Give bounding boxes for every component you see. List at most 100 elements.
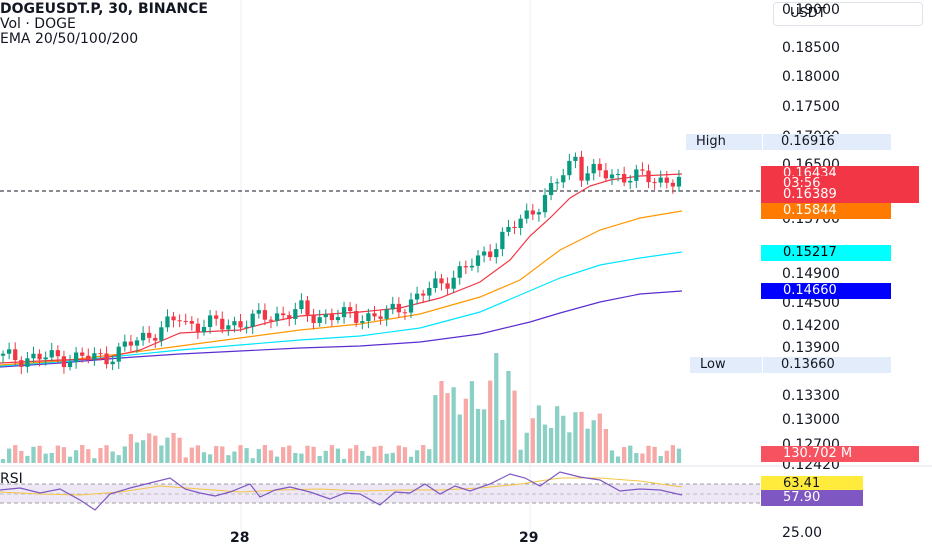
- candle-body: [573, 156, 578, 161]
- volume-bars: [0, 353, 682, 463]
- candle-body: [134, 340, 140, 346]
- volume-bar: [214, 446, 219, 463]
- ema100-tag: 0.15217: [761, 245, 891, 261]
- candle-body: [427, 288, 432, 296]
- candle-body: [530, 210, 535, 215]
- volume-bar: [134, 442, 140, 463]
- ema-legend[interactable]: EMA 20/50/100/200: [0, 31, 139, 47]
- volume-bar: [19, 450, 24, 463]
- candle-body: [159, 327, 164, 341]
- candle-body: [214, 315, 219, 319]
- currency-button[interactable]: USDT: [773, 2, 923, 26]
- volume-bar: [354, 445, 359, 463]
- time-label-29: 29: [519, 530, 539, 546]
- volume-bar: [439, 381, 444, 463]
- volume-bar: [305, 445, 310, 463]
- volume-bar: [128, 434, 134, 463]
- volume-bar: [646, 445, 651, 463]
- candle-body: [183, 320, 188, 322]
- volume-bar: [73, 450, 79, 463]
- candle-body: [591, 163, 596, 174]
- rsi-legend[interactable]: RSI: [0, 471, 23, 487]
- candle-body: [481, 251, 487, 256]
- volume-bar: [585, 428, 590, 463]
- candle-body: [73, 352, 79, 363]
- candle-body: [488, 251, 493, 258]
- volume-bar: [67, 456, 73, 463]
- candle-body: [652, 182, 657, 184]
- candle-body: [414, 293, 420, 300]
- price-axis-label: 0.14500: [782, 295, 840, 311]
- chart-legend: DOGEUSDT.P, 30, BINANCE Vol · DOGE EMA 2…: [0, 2, 208, 47]
- volume-bar: [676, 448, 682, 463]
- volume-bar: [232, 451, 237, 463]
- candle-body: [67, 362, 73, 368]
- volume-bar: [494, 353, 499, 463]
- candle-body: [98, 353, 103, 355]
- volume-bar: [335, 448, 341, 463]
- volume-bar: [591, 420, 596, 463]
- volume-bar: [281, 447, 286, 463]
- price-axis-label: 0.19000: [782, 2, 840, 18]
- volume-bar: [171, 433, 176, 463]
- volume-bar: [536, 405, 542, 463]
- volume-bar: [262, 445, 268, 463]
- volume-bar: [323, 450, 328, 463]
- candle-body: [348, 307, 353, 312]
- candle-body: [274, 313, 280, 321]
- volume-bar: [13, 445, 18, 463]
- candle-body: [329, 314, 334, 321]
- symbol-title[interactable]: DOGEUSDT.P, 30, BINANCE: [0, 1, 208, 17]
- volume-bar: [43, 453, 48, 463]
- volume-bar: [31, 446, 36, 463]
- volume-bar: [408, 456, 414, 463]
- ema20-line: [0, 173, 683, 364]
- volume-bar: [238, 445, 243, 463]
- candle-body: [171, 316, 176, 321]
- volume-bar: [457, 414, 462, 463]
- candle-body: [664, 177, 669, 183]
- volume-bar: [402, 447, 408, 463]
- volume-bar: [427, 449, 432, 463]
- candle-body: [281, 313, 286, 316]
- price-axis-label: 0.14200: [782, 318, 840, 334]
- candle-body: [676, 176, 682, 187]
- candle-body: [220, 318, 225, 330]
- price-axis-label: 0.18000: [782, 69, 840, 85]
- candle-body: [366, 313, 371, 322]
- candle-body: [439, 278, 444, 284]
- candle-body: [384, 309, 389, 319]
- candle-body: [207, 315, 213, 328]
- candle-body: [335, 317, 341, 321]
- candle-body: [372, 313, 377, 317]
- volume-bar: [622, 447, 627, 463]
- candle-body: [49, 350, 54, 358]
- volume-bar: [664, 450, 669, 463]
- volume-bar: [147, 433, 152, 463]
- candle-body: [201, 327, 207, 333]
- price-axis-label: 0.14900: [782, 266, 840, 282]
- volume-legend[interactable]: Vol · DOGE: [0, 16, 76, 32]
- candle-body: [548, 183, 554, 196]
- candle-body: [189, 321, 194, 324]
- volume-bar: [421, 445, 426, 463]
- volume-bar: [116, 455, 121, 463]
- candle-body: [524, 210, 529, 219]
- volume-bar: [7, 448, 12, 463]
- ema100-line: [0, 251, 683, 367]
- volume-bar: [518, 449, 523, 463]
- volume-bar: [475, 408, 481, 463]
- ema200-line: [0, 290, 683, 368]
- volume-bar: [348, 448, 353, 463]
- rsi-ma-tag: 57.90: [761, 490, 863, 506]
- volume-tag: 130.702 M: [761, 446, 919, 462]
- candle-body: [567, 160, 572, 176]
- candle-body: [451, 277, 456, 289]
- volume-bar: [506, 371, 511, 463]
- rsi-line: [0, 471, 683, 511]
- candle-body: [147, 332, 152, 338]
- candle-body: [293, 309, 298, 319]
- volume-bar: [384, 453, 389, 463]
- volume-bar: [61, 447, 67, 463]
